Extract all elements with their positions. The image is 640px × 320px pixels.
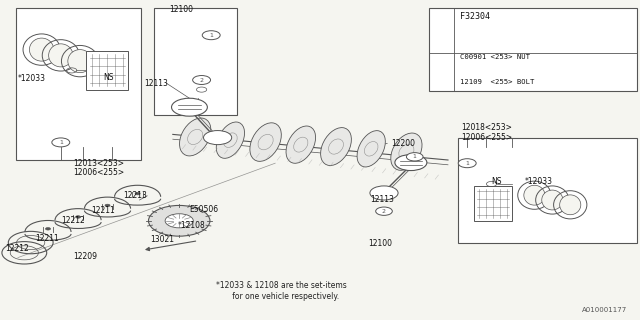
Bar (458, 138, 637, 243)
Circle shape (204, 131, 232, 145)
Circle shape (45, 228, 51, 230)
Ellipse shape (321, 128, 351, 165)
Text: 12212: 12212 (61, 216, 84, 225)
Circle shape (135, 192, 140, 195)
Ellipse shape (180, 118, 211, 156)
Ellipse shape (560, 195, 581, 215)
Text: NS: NS (104, 73, 114, 82)
Text: 12006<255>: 12006<255> (461, 133, 512, 142)
Text: *12033 & 12108 are the set-items
   for one vehicle respectively.: *12033 & 12108 are the set-items for one… (216, 282, 347, 301)
Ellipse shape (216, 122, 244, 158)
Circle shape (105, 204, 110, 207)
Ellipse shape (29, 38, 54, 61)
Bar (86, 51, 128, 90)
Text: NS: NS (492, 177, 502, 186)
Text: 12100: 12100 (170, 5, 194, 14)
Circle shape (52, 138, 70, 147)
Text: 13021: 13021 (150, 236, 174, 244)
Text: C00901 <253> NUT: C00901 <253> NUT (460, 54, 529, 60)
Text: 1: 1 (413, 154, 417, 159)
Text: *12033: *12033 (525, 177, 553, 186)
Circle shape (431, 12, 452, 22)
Circle shape (165, 214, 193, 228)
Text: 1: 1 (465, 161, 469, 166)
Circle shape (148, 205, 210, 236)
Text: 12113: 12113 (370, 195, 394, 204)
Ellipse shape (524, 185, 545, 205)
Circle shape (431, 66, 452, 76)
Circle shape (172, 98, 207, 116)
Ellipse shape (357, 131, 385, 167)
Text: 12018<253>: 12018<253> (461, 124, 511, 132)
Ellipse shape (250, 123, 282, 161)
Text: 2: 2 (440, 68, 444, 74)
Circle shape (406, 153, 423, 161)
Text: 1: 1 (59, 140, 63, 145)
Text: 12100: 12100 (368, 239, 392, 248)
Text: *12033: *12033 (18, 74, 46, 83)
Text: 12109  <255> BOLT: 12109 <255> BOLT (460, 79, 534, 85)
Bar (154, 8, 237, 115)
Text: 12200: 12200 (392, 140, 416, 148)
Bar (474, 186, 512, 221)
Circle shape (458, 159, 476, 168)
Text: A010001177: A010001177 (582, 307, 627, 313)
Text: 12113: 12113 (144, 79, 168, 88)
Bar (16, 8, 141, 160)
Text: 12013<253>: 12013<253> (74, 159, 125, 168)
Ellipse shape (286, 126, 316, 163)
Text: 1: 1 (439, 14, 444, 20)
Text: 1: 1 (209, 33, 213, 38)
Circle shape (76, 216, 81, 218)
Text: 2: 2 (382, 209, 386, 214)
Circle shape (193, 76, 211, 84)
Text: E50506: E50506 (189, 205, 218, 214)
Ellipse shape (68, 50, 92, 73)
Ellipse shape (391, 133, 422, 170)
Text: 12006<255>: 12006<255> (74, 168, 125, 177)
Text: *12108: *12108 (178, 221, 205, 230)
Bar (429, 8, 637, 91)
Text: FRONT: FRONT (156, 221, 183, 237)
Circle shape (370, 186, 398, 200)
Ellipse shape (49, 44, 73, 67)
Text: 12209: 12209 (74, 252, 98, 261)
Text: 12211: 12211 (91, 206, 115, 215)
Ellipse shape (541, 190, 563, 210)
Circle shape (395, 155, 427, 171)
Text: 2: 2 (200, 77, 204, 83)
Circle shape (202, 31, 220, 40)
Text: F32304: F32304 (460, 12, 490, 21)
Text: 12211: 12211 (35, 234, 59, 243)
Text: 12213: 12213 (124, 191, 147, 200)
Circle shape (376, 207, 392, 215)
Text: 12212: 12212 (5, 244, 29, 253)
